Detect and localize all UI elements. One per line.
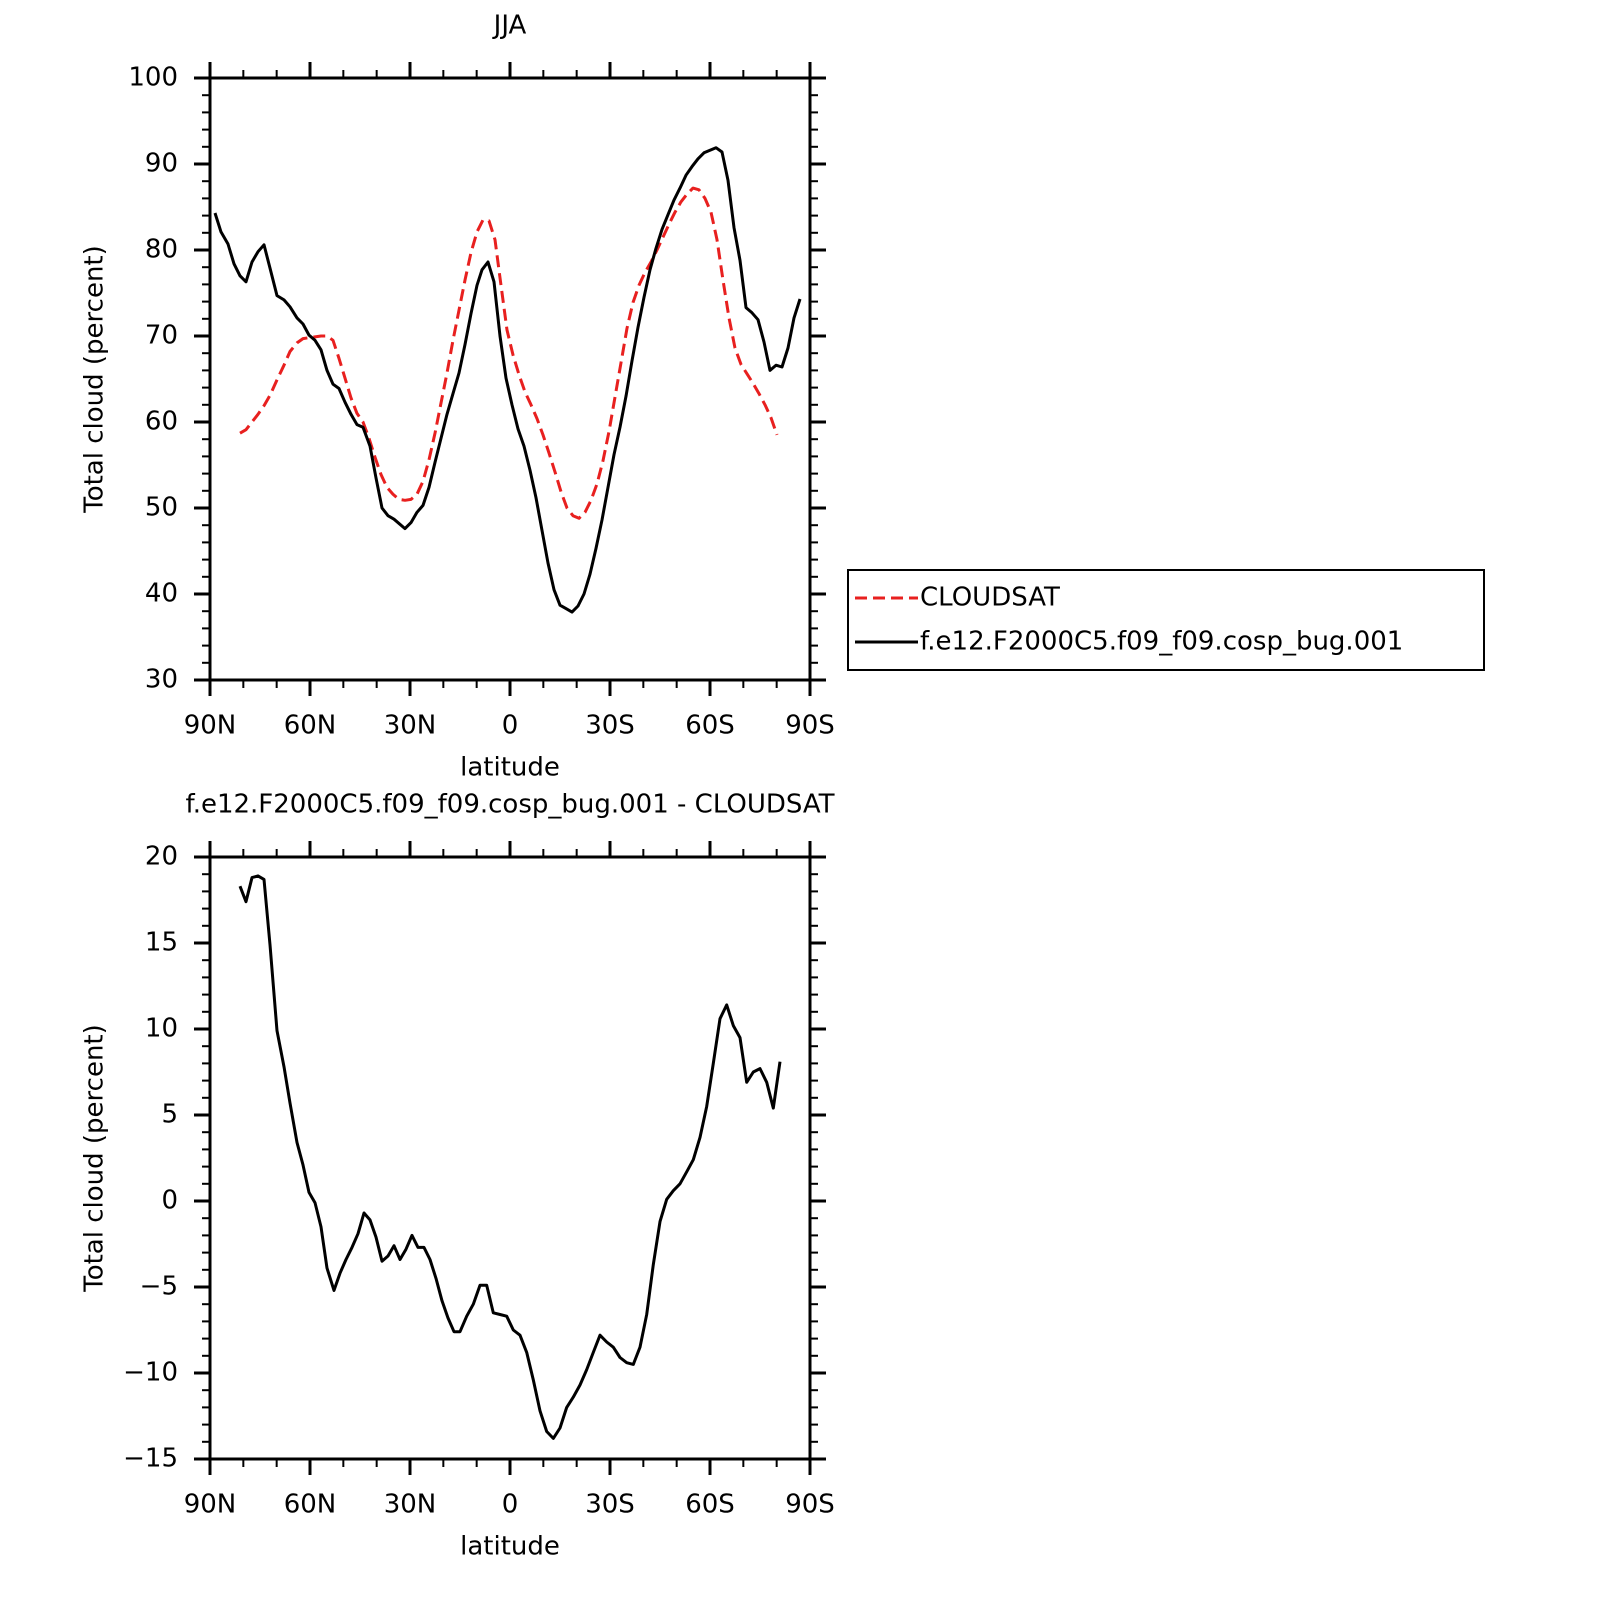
y-tick-label: 30 [145,665,178,695]
y-axis-label: Total cloud (percent) [80,245,110,514]
y-tick-label: 50 [145,493,178,523]
y-tick-label: −5 [140,1272,178,1302]
y-tick-label: 0 [161,1186,178,1216]
x-tick-label: 0 [502,1490,519,1520]
x-tick-label: 30N [384,711,437,741]
x-tick-label: 60S [685,711,735,741]
x-tick-label: 60N [284,1490,337,1520]
chart-title: JJA [492,11,527,41]
x-tick-label: 0 [502,711,519,741]
x-tick-label: 60N [284,711,337,741]
y-tick-label: 60 [145,407,178,437]
y-tick-label: −10 [123,1358,178,1388]
y-tick-label: 5 [161,1100,178,1130]
chart-title: f.e12.F2000C5.f09_f09.cosp_bug.001 - CLO… [185,790,834,820]
x-tick-label: 30S [585,1490,635,1520]
data-line [213,146,802,614]
x-tick-label: 90N [184,1490,237,1520]
x-tick-label: 30N [384,1490,437,1520]
x-tick-label: 60S [685,1490,735,1520]
x-tick-label: 90N [184,711,237,741]
y-tick-label: 70 [145,321,178,351]
y-tick-label: 80 [145,235,178,265]
data-line [238,874,782,1440]
legend-label: CLOUDSAT [920,583,1060,613]
x-axis-label: latitude [460,1532,560,1562]
y-tick-label: 20 [145,842,178,872]
y-tick-label: 90 [145,149,178,179]
y-tick-label: 40 [145,579,178,609]
y-axis-label: Total cloud (percent) [80,1024,110,1293]
y-tick-label: −15 [123,1444,178,1474]
y-tick-label: 15 [145,928,178,958]
x-tick-label: 90S [785,1490,835,1520]
legend-box [847,569,1485,671]
legend-label: f.e12.F2000C5.f09_f09.cosp_bug.001 [920,627,1403,657]
x-tick-label: 90S [785,711,835,741]
y-tick-label: 100 [128,63,178,93]
data-line [239,186,779,520]
y-tick-label: 10 [145,1014,178,1044]
x-axis-label: latitude [460,753,560,783]
plot-frame [208,76,812,682]
x-tick-label: 30S [585,711,635,741]
